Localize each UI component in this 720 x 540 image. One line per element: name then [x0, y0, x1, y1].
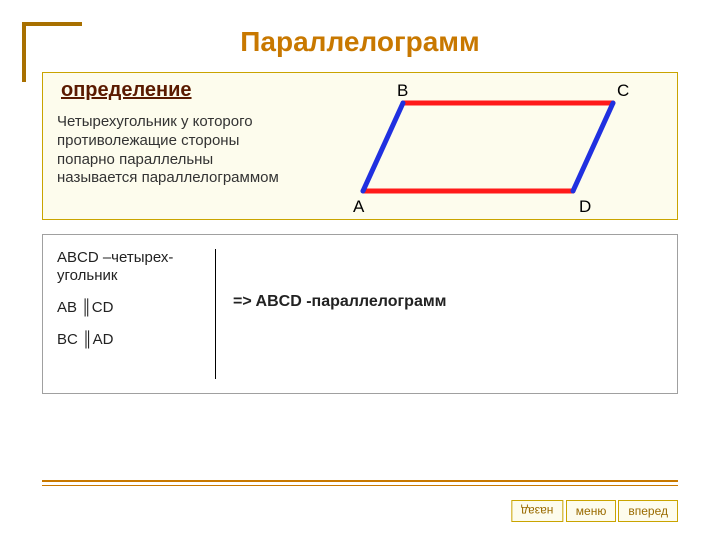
back-button[interactable]: назад [511, 500, 563, 522]
proof-panel: ABCD –четырех-угольник AB ║CD BC ║AD => … [42, 234, 678, 394]
parallelogram-diagram: A B C D [313, 73, 673, 221]
premise-3: BC ║AD [57, 331, 207, 349]
footer-rule-thin [42, 485, 678, 486]
next-button[interactable]: вперед [618, 500, 678, 522]
premise-2: AB ║CD [57, 299, 207, 317]
edge-AB [363, 103, 403, 191]
vertex-label-B: B [397, 81, 408, 101]
footer-rule-thick [42, 480, 678, 482]
definition-panel: определение Четырехугольник у которого п… [42, 72, 678, 220]
page-title: Параллелограмм [0, 26, 720, 58]
definition-text: Четырехугольник у которого противолежащи… [57, 113, 287, 188]
proof-premises: ABCD –четырех-угольник AB ║CD BC ║AD [57, 249, 207, 363]
vertex-label-C: C [617, 81, 629, 101]
menu-button[interactable]: меню [566, 500, 617, 522]
proof-divider [215, 249, 216, 379]
definition-heading: определение [61, 79, 192, 102]
premise-1: ABCD –четырех-угольник [57, 249, 207, 285]
vertex-label-A: A [353, 197, 364, 217]
vertex-label-D: D [579, 197, 591, 217]
nav-bar: назад меню вперед [511, 500, 678, 522]
proof-conclusion: => ABCD -параллелограмм [233, 293, 447, 311]
edge-CD [573, 103, 613, 191]
